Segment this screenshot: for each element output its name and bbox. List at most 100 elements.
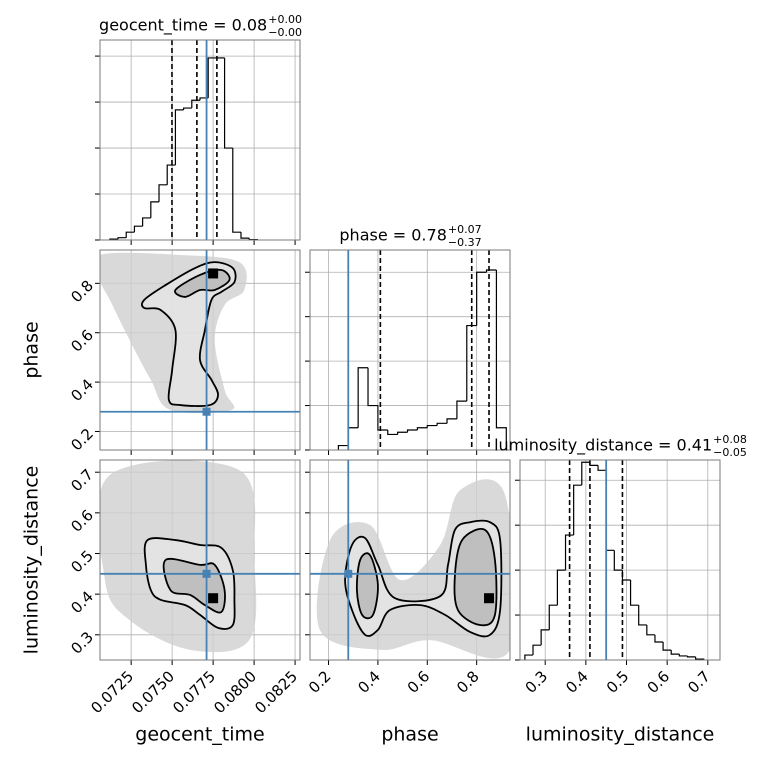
hist-bin [646,624,655,636]
panel-frame [99,459,301,661]
hist-bin [367,367,378,407]
peak-bin [208,268,219,279]
panel-title: geocent_time = 0.08 [99,16,267,36]
x-tick-label: 0.3 [522,667,552,697]
truth-marker [202,407,211,416]
y-tick-label: 0.6 [67,326,97,356]
hist-bin [150,201,160,218]
hist-bin [406,429,418,433]
hist-bin [564,534,574,571]
hist-bin [240,232,250,239]
hist-bin [166,164,176,185]
hist-bin [347,427,359,446]
hist-bin [387,430,398,436]
x-axis-label: phase [381,724,438,746]
contour [355,552,379,620]
peak-bin [484,593,495,604]
x-tick-label: 0.5 [603,667,633,697]
hist-bin [597,465,607,471]
panel-frame [519,459,721,661]
hist-bin [158,184,168,202]
y-tick-label: 0.4 [67,587,97,617]
panel [310,250,510,450]
hist-bin [416,427,428,430]
axes: geocent_time = 0.08 +0.00−0.00 [95,13,302,245]
y-tick-label: 0.5 [67,547,97,577]
hist-bin [573,484,582,536]
hist-bin [495,270,507,450]
hist-bin [125,231,135,238]
panel-frame [309,459,511,661]
hist-bin [142,217,151,227]
hist-bin [485,269,497,273]
hist-bin [377,405,388,431]
y-axis-label: phase [21,321,43,378]
x-tick-label: 0.2 [305,667,335,697]
hist-bin [426,424,438,428]
hist-bin [548,604,558,630]
hist-bin [613,550,623,571]
hist-bin [540,629,550,646]
y-tick-label: 0.4 [67,375,97,405]
hist-bin [556,569,566,606]
truth-marker [344,569,353,578]
hist-bin [605,470,615,551]
x-tick-label: 0.0750 [128,667,178,717]
hist-bin [183,107,192,110]
contour [453,528,498,627]
x-tick-label: 0.6 [404,667,434,697]
y-tick-label: 0.7 [67,465,97,495]
hist-bin [654,634,664,643]
truth-marker [202,569,211,578]
hist-bin [436,422,448,426]
y-tick-label: 0.2 [67,425,97,455]
axes: 0.3 0.4 0.5 0.6 0.7 luminosity_distance = 0.4… [494,433,747,697]
hist-bin [532,644,542,656]
hist-bin [446,418,457,424]
panel-frame [99,249,301,451]
hist-bin [678,654,688,657]
hist-bin [117,237,127,240]
hist-bin [223,57,233,149]
y-tick-label: 0.3 [67,628,97,658]
title-plus: +0.08 [713,433,747,446]
hist-bin [581,461,590,486]
x-tick-label: 0.8 [453,667,483,697]
peak-bin [208,593,219,604]
x-tick-label: 0.0775 [169,667,219,717]
title-minus: −0.00 [268,26,302,39]
panel-title: luminosity_distance = 0.41 [494,436,712,456]
hist-bin [638,605,647,626]
x-tick-label: 0.4 [354,667,384,697]
hist-bin [207,57,217,98]
panel [100,250,300,450]
panel-frame [309,249,511,451]
title-plus: +0.00 [268,13,302,26]
x-tick-label: 0.0800 [210,667,260,717]
y-axis-label: luminosity_distance [21,466,43,655]
x-tick-label: 0.0725 [87,667,137,717]
x-axis-label: geocent_time [135,724,264,746]
panel [100,460,300,660]
title-minus: −0.37 [448,236,482,249]
hist-bin [629,580,639,606]
hist-bin [232,148,241,233]
hist-bin [456,400,467,419]
panel [520,460,720,660]
title-plus: +0.07 [448,223,482,236]
hist-bin [524,654,534,660]
y-tick-label: 0.6 [67,506,97,536]
x-tick-label: 0.0825 [251,667,301,717]
hist-bin [662,642,672,651]
hist-bin [133,225,143,233]
contour [141,261,237,407]
hist-bin [686,655,696,658]
hist-bin [476,271,487,326]
panel [100,40,300,240]
x-tick-label: 0.4 [562,667,592,697]
hist-bin [466,324,477,402]
panel-title: phase = 0.78 [339,226,446,245]
panel-frame [99,39,301,241]
hist-bin [357,367,369,428]
